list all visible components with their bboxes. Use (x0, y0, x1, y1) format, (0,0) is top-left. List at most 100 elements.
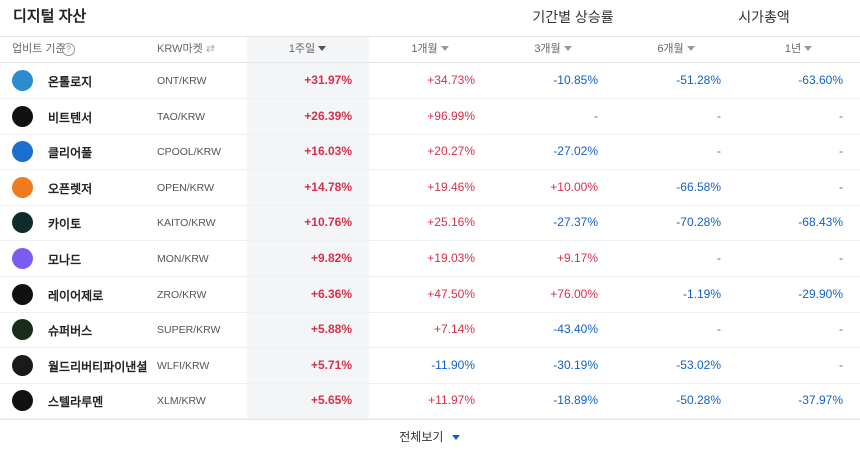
coin-name: 클리어풀 (48, 146, 93, 161)
period-label: 1개월 (411, 43, 438, 55)
change-value: +76.00% (550, 286, 598, 301)
coin-name: 레이어제로 (48, 288, 104, 303)
sort-caret (440, 46, 449, 51)
coin-name: 월드리버티파이낸셜 (48, 359, 148, 374)
change-value: -1.19% (682, 286, 721, 301)
coin-icon (12, 248, 33, 269)
asset-row[interactable]: 온톨로지 ONT/KRW +31.97% +34.73% -10.85% -51.28% -… (0, 63, 860, 99)
asset-row[interactable]: 비트텐서 TAO/KRW +26.39% +96.99% - - - (0, 99, 860, 135)
change-value: +5.71% (310, 357, 352, 372)
change-value: +11.97% (428, 393, 475, 408)
market-code: OPEN/KRW (157, 181, 214, 194)
sort-caret (804, 46, 813, 51)
basis-label: 업비트 기준 (12, 43, 66, 55)
coin-icon (12, 319, 33, 341)
change-value: -18.89% (553, 393, 598, 408)
market-header[interactable]: KRW마켓 ⇄ (157, 36, 215, 62)
market-code: SUPER/KRW (157, 324, 221, 337)
change-value: -63.60% (798, 73, 843, 87)
market-code: CPOOL/KRW (157, 146, 221, 159)
divider (0, 36, 860, 37)
change-value: +25.16% (427, 215, 475, 230)
coin-name: 오픈렛저 (48, 181, 93, 196)
coin-name: 모나드 (48, 253, 82, 267)
coin-icon (12, 283, 33, 305)
change-value: -70.28% (676, 215, 721, 230)
period-header[interactable]: 1주일 (247, 36, 369, 62)
change-value: - (717, 322, 721, 337)
period-label: 6개월 (657, 43, 684, 55)
asset-row[interactable]: 슈퍼버스 SUPER/KRW +5.88% +7.14% -43.40% - - (0, 312, 860, 349)
see-all[interactable]: 전체보기 (0, 422, 860, 452)
sort-caret (563, 46, 572, 51)
change-value: -27.02% (553, 144, 598, 159)
coin-icon (12, 354, 33, 376)
market-code: ONT/KRW (157, 75, 207, 87)
period-header[interactable]: 1년 (738, 36, 860, 62)
change-value: - (839, 179, 843, 194)
change-value: -11.90% (431, 357, 475, 372)
swap-icon: ⇄ (205, 43, 215, 55)
change-value: +6.36% (310, 286, 352, 301)
change-value: +7.14% (433, 322, 475, 337)
change-value: +16.03% (304, 144, 352, 159)
change-value: - (594, 108, 598, 123)
period-label: 1년 (784, 43, 802, 55)
change-value: -50.28% (676, 393, 721, 408)
change-value: +19.03% (427, 251, 475, 265)
help-icon[interactable]: ? (62, 43, 75, 56)
market-code: XLM/KRW (157, 395, 206, 408)
change-value: -27.37% (553, 215, 598, 230)
market-label: KRW마켓 (157, 43, 203, 55)
change-value: -43.40% (553, 322, 598, 337)
change-value: +47.50% (427, 286, 475, 301)
asset-row[interactable]: 스텔라루멘 XLM/KRW +5.65% +11.97% -18.89% -50.28% -… (0, 383, 860, 420)
period-label: 3개월 (534, 43, 561, 55)
asset-row[interactable]: 카이토 KAITO/KRW +10.76% +25.16% -27.37% -70.28%… (0, 205, 860, 242)
coin-icon (12, 176, 33, 198)
tab[interactable]: 기간별 상승률 (532, 9, 614, 25)
coin-icon (12, 390, 33, 412)
divider (0, 419, 860, 420)
coin-icon (12, 105, 33, 127)
change-value: +5.88% (310, 322, 352, 337)
change-value: -29.90% (798, 286, 843, 301)
asset-row[interactable]: 오픈렛저 OPEN/KRW +14.78% +19.46% +10.00% -66.58%… (0, 170, 860, 206)
change-value: +9.17% (556, 251, 598, 265)
asset-row[interactable]: 월드리버티파이낸셜 WLFI/KRW +5.71% -11.90% -30.19% -53… (0, 348, 860, 384)
change-value: - (717, 144, 721, 159)
asset-row[interactable]: 클리어풀 CPOOL/KRW +16.03% +20.27% -27.02% - - (0, 134, 860, 171)
change-value: +26.39% (304, 108, 352, 123)
period-header[interactable]: 6개월 (615, 36, 738, 62)
coin-name: 온톨로지 (48, 75, 93, 89)
change-value: - (839, 251, 843, 265)
divider (0, 62, 860, 63)
asset-row[interactable]: 레이어제로 ZRO/KRW +6.36% +47.50% +76.00% -1.19% -2… (0, 277, 860, 313)
change-value: +10.76% (304, 215, 352, 230)
change-value: +31.97% (304, 73, 352, 87)
coin-name: 비트텐서 (48, 110, 93, 125)
market-code: KAITO/KRW (157, 217, 216, 230)
change-value: -68.43% (798, 215, 843, 230)
change-value: -51.28% (676, 73, 721, 87)
market-code: TAO/KRW (157, 110, 206, 123)
market-code: WLFI/KRW (157, 359, 210, 372)
market-code: ZRO/KRW (157, 288, 207, 301)
market-code: MON/KRW (157, 253, 209, 265)
period-header[interactable]: 1개월 (369, 36, 492, 62)
tab[interactable]: 시가총액 (738, 9, 790, 25)
sort-caret (686, 46, 695, 51)
change-value: +20.27% (427, 144, 475, 159)
coin-icon (12, 141, 33, 163)
change-value: - (839, 322, 843, 337)
change-value: +96.99% (427, 108, 475, 123)
change-value: +10.00% (550, 179, 598, 194)
coin-name: 카이토 (48, 217, 82, 232)
asset-row[interactable]: 모나드 MON/KRW +9.82% +19.03% +9.17% - - (0, 241, 860, 277)
change-value: - (839, 144, 843, 159)
coin-icon (12, 212, 33, 234)
change-value: - (717, 251, 721, 265)
change-value: - (717, 108, 721, 123)
period-header[interactable]: 3개월 (492, 36, 615, 62)
change-value: -66.58% (676, 179, 721, 194)
